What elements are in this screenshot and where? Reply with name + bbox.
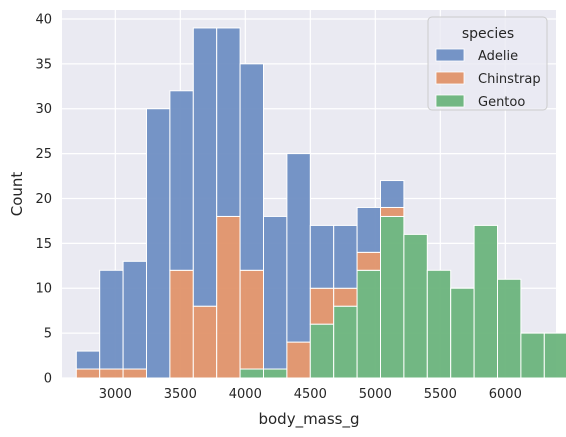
legend-box	[427, 16, 548, 111]
bar-chinstrap	[286, 341, 311, 379]
bar-gentoo	[520, 332, 545, 379]
legend-swatch-chinstrap	[435, 71, 465, 85]
bar-chinstrap	[169, 269, 194, 379]
bar-chinstrap	[216, 215, 241, 379]
x-tick-labels: 3000 3500 4000 4500 5000 5500 6000	[99, 387, 522, 402]
bar-adelie	[216, 27, 241, 217]
bar-gentoo	[309, 323, 335, 379]
bar-gentoo	[263, 368, 288, 379]
bar-chinstrap	[356, 251, 382, 271]
bar-gentoo	[497, 278, 522, 379]
x-tick-label: 3500	[164, 387, 197, 402]
y-tick-label: 30	[35, 102, 52, 117]
bar-adelie	[192, 27, 218, 307]
bars	[75, 27, 566, 379]
bar-adelie	[333, 224, 358, 289]
y-tick-label: 20	[35, 192, 52, 207]
legend-label-gentoo: Gentoo	[478, 95, 525, 110]
bar-gentoo	[450, 287, 475, 379]
bar-adelie	[169, 90, 194, 271]
x-axis-label: body_mass_g	[258, 410, 359, 429]
y-axis-label: Count	[8, 172, 26, 217]
bar-gentoo	[403, 233, 428, 379]
y-tick-label: 35	[35, 57, 52, 72]
bar-adelie	[239, 63, 265, 271]
bar-chinstrap	[380, 206, 405, 217]
bar-gentoo	[473, 224, 499, 379]
x-tick-label: 5000	[359, 387, 392, 402]
bar-gentoo	[239, 368, 265, 379]
bar-adelie	[75, 350, 101, 370]
y-tick-label: 25	[35, 147, 52, 162]
y-tick-label: 5	[44, 327, 52, 342]
bar-adelie	[286, 153, 311, 343]
bar-adelie	[99, 269, 124, 370]
x-tick-label: 3000	[99, 387, 132, 402]
bar-chinstrap	[122, 368, 147, 379]
bar-gentoo	[380, 215, 405, 379]
bar-adelie	[263, 215, 288, 370]
bar-chinstrap	[75, 368, 101, 379]
legend-swatch-gentoo	[435, 94, 465, 108]
legend-swatch-adelie	[435, 48, 465, 62]
y-tick-labels: 0 5 10 15 20 25 30 35 40	[35, 12, 52, 386]
legend: species Adelie Chinstrap Gentoo	[427, 16, 548, 111]
bar-chinstrap	[333, 287, 358, 307]
bar-adelie	[380, 180, 405, 208]
bar-gentoo	[333, 305, 358, 379]
x-tick-label: 6000	[489, 387, 522, 402]
bar-gentoo	[543, 332, 566, 379]
legend-label-chinstrap: Chinstrap	[478, 72, 541, 87]
bar-adelie	[309, 224, 335, 289]
bar-chinstrap	[309, 287, 335, 325]
y-tick-label: 0	[44, 372, 52, 387]
y-tick-label: 10	[35, 282, 52, 297]
bar-gentoo	[426, 269, 452, 379]
bar-chinstrap	[192, 305, 218, 379]
bar-gentoo	[356, 269, 382, 379]
x-tick-label: 4000	[229, 387, 262, 402]
y-tick-label: 15	[35, 237, 52, 252]
bar-adelie	[122, 260, 147, 370]
bar-chinstrap	[239, 269, 265, 370]
bar-adelie	[146, 108, 171, 379]
legend-title: species	[462, 26, 514, 42]
bar-adelie	[356, 206, 382, 253]
legend-label-adelie: Adelie	[478, 49, 518, 64]
x-tick-label: 4500	[294, 387, 327, 402]
x-tick-label: 5500	[424, 387, 457, 402]
y-tick-label: 40	[35, 12, 52, 27]
bar-chinstrap	[99, 368, 124, 379]
